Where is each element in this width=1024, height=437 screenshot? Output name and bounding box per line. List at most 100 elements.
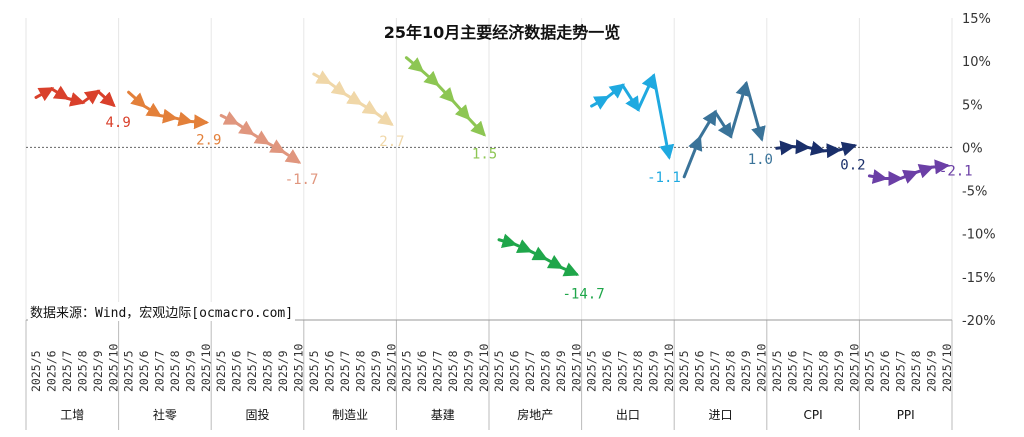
x-tick-label: 2025/8 bbox=[446, 350, 460, 392]
chart-title: 25年10月主要经济数据走势一览 bbox=[383, 23, 621, 42]
x-tick-label: 2025/6 bbox=[508, 350, 522, 392]
group-label: CPI bbox=[804, 408, 823, 422]
series-segment-基建 bbox=[466, 116, 486, 137]
series-segment-固投 bbox=[235, 120, 255, 136]
series-segment-工增 bbox=[96, 89, 116, 108]
data-label: -2.1 bbox=[939, 164, 973, 180]
x-tick-label: 2025/5 bbox=[399, 350, 413, 392]
group-label: 房地产 bbox=[517, 407, 553, 422]
x-tick-label: 2025/6 bbox=[693, 350, 707, 392]
group-label: 出口 bbox=[616, 408, 640, 422]
series-segment-进口 bbox=[682, 135, 703, 179]
x-tick-label: 2025/7 bbox=[153, 350, 167, 392]
series-segment-社零 bbox=[173, 111, 194, 127]
group-label: 固投 bbox=[245, 407, 269, 422]
group-label: PPI bbox=[897, 408, 915, 422]
series-segment-社零 bbox=[189, 114, 210, 130]
series-segment-CPI bbox=[790, 139, 811, 155]
series-segment-出口 bbox=[590, 95, 610, 110]
x-tick-label: 2025/7 bbox=[523, 350, 537, 392]
x-tick-label: 2025/9 bbox=[91, 350, 105, 392]
series-segment-基建 bbox=[435, 82, 455, 104]
x-tick-label: 2025/9 bbox=[461, 350, 475, 392]
x-tick-label: 2025/5 bbox=[677, 350, 691, 392]
x-tick-label: 2025/9 bbox=[276, 350, 290, 392]
x-tick-label: 2025/10 bbox=[755, 343, 769, 392]
x-tick-label: 2025/6 bbox=[785, 350, 799, 392]
x-tick-label: 2025/10 bbox=[292, 343, 306, 392]
series-segment-基建 bbox=[451, 99, 471, 121]
x-tick-label: 2025/6 bbox=[600, 350, 614, 392]
x-tick-label: 2025/10 bbox=[107, 343, 121, 392]
x-tick-label: 2025/7 bbox=[708, 350, 722, 392]
x-tick-label: 2025/8 bbox=[76, 350, 90, 392]
y-tick-label: -10% bbox=[962, 228, 996, 243]
series-segment-CPI bbox=[775, 140, 796, 156]
x-tick-label: 2025/6 bbox=[415, 350, 429, 392]
y-tick-label: 0% bbox=[962, 141, 983, 156]
data-label: -14.7 bbox=[563, 286, 605, 302]
x-tick-label: 2025/8 bbox=[909, 350, 923, 392]
data-label: 1.5 bbox=[472, 146, 497, 162]
x-tick-label: 2025/6 bbox=[322, 350, 336, 392]
y-tick-label: -20% bbox=[962, 314, 996, 329]
x-tick-label: 2025/6 bbox=[137, 350, 151, 392]
x-tick-label: 2025/8 bbox=[724, 350, 738, 392]
x-tick-label: 2025/7 bbox=[893, 350, 907, 392]
series-segment-房地产 bbox=[497, 233, 518, 249]
x-tick-label: 2025/9 bbox=[739, 350, 753, 392]
series-segment-社零 bbox=[158, 108, 179, 124]
x-tick-label: 2025/5 bbox=[862, 350, 876, 392]
data-label: 4.9 bbox=[106, 115, 131, 131]
series-segment-制造业 bbox=[374, 111, 394, 126]
series-segment-进口 bbox=[744, 82, 766, 142]
series-segment-PPI bbox=[898, 169, 919, 184]
series-segment-房地产 bbox=[559, 262, 580, 277]
x-tick-label: 2025/10 bbox=[847, 343, 861, 392]
x-tick-label: 2025/7 bbox=[60, 350, 74, 392]
group-label: 进口 bbox=[708, 408, 732, 422]
series-segment-固投 bbox=[266, 139, 286, 154]
x-tick-label: 2025/5 bbox=[29, 350, 43, 392]
series-segment-固投 bbox=[281, 149, 302, 164]
group-label: 社零 bbox=[153, 407, 177, 422]
series-segment-CPI bbox=[821, 143, 842, 159]
x-tick-label: 2025/9 bbox=[369, 350, 383, 392]
data-label: 2.9 bbox=[196, 132, 221, 148]
source-note: 数据来源：Wind，宏观边际[ocmacro.com] bbox=[28, 302, 296, 321]
group-separators bbox=[25, 18, 953, 430]
y-tick-label: -5% bbox=[962, 185, 987, 200]
series-segment-出口 bbox=[605, 83, 625, 99]
x-tick-label: 2025/5 bbox=[307, 350, 321, 392]
series-segment-进口 bbox=[698, 109, 717, 140]
x-tick-label: 2025/6 bbox=[45, 350, 59, 392]
x-tick-label: 2025/10 bbox=[477, 343, 491, 392]
series-segment-制造业 bbox=[312, 70, 332, 85]
data-label: 2.7 bbox=[379, 134, 404, 150]
series-segment-社零 bbox=[142, 102, 163, 118]
x-tick-label: 2025/10 bbox=[199, 343, 213, 392]
series-segment-工增 bbox=[34, 87, 55, 102]
x-tick-label: 2025/8 bbox=[353, 350, 367, 392]
series-segment-工增 bbox=[81, 89, 101, 105]
x-tick-label: 2025/5 bbox=[492, 350, 506, 392]
series-segment-工增 bbox=[50, 85, 70, 100]
group-label: 制造业 bbox=[332, 408, 368, 422]
x-tick-label: 2025/5 bbox=[122, 350, 136, 392]
x-tick-label: 2025/9 bbox=[647, 350, 661, 392]
x-tick-label: 2025/6 bbox=[230, 350, 244, 392]
series-segment-制造业 bbox=[358, 100, 379, 115]
x-tick-label: 2025/10 bbox=[662, 343, 676, 392]
x-tick-label: 2025/8 bbox=[631, 350, 645, 392]
x-tick-label: 2025/7 bbox=[430, 350, 444, 392]
x-tick-label: 2025/6 bbox=[878, 350, 892, 392]
x-tick-label: 2025/7 bbox=[616, 350, 630, 392]
series-segment-基建 bbox=[404, 56, 425, 73]
x-tick-label: 2025/8 bbox=[539, 350, 553, 392]
series-segment-出口 bbox=[621, 83, 640, 112]
data-label: -1.7 bbox=[285, 172, 319, 188]
x-tick-label: 2025/7 bbox=[338, 350, 352, 392]
x-tick-label: 2025/7 bbox=[245, 350, 259, 392]
group-label: 工增 bbox=[60, 408, 84, 422]
x-axis: 2025/5 2025/6 2025/7 2025/8 2025/9 2025/10工增2… bbox=[29, 343, 954, 422]
